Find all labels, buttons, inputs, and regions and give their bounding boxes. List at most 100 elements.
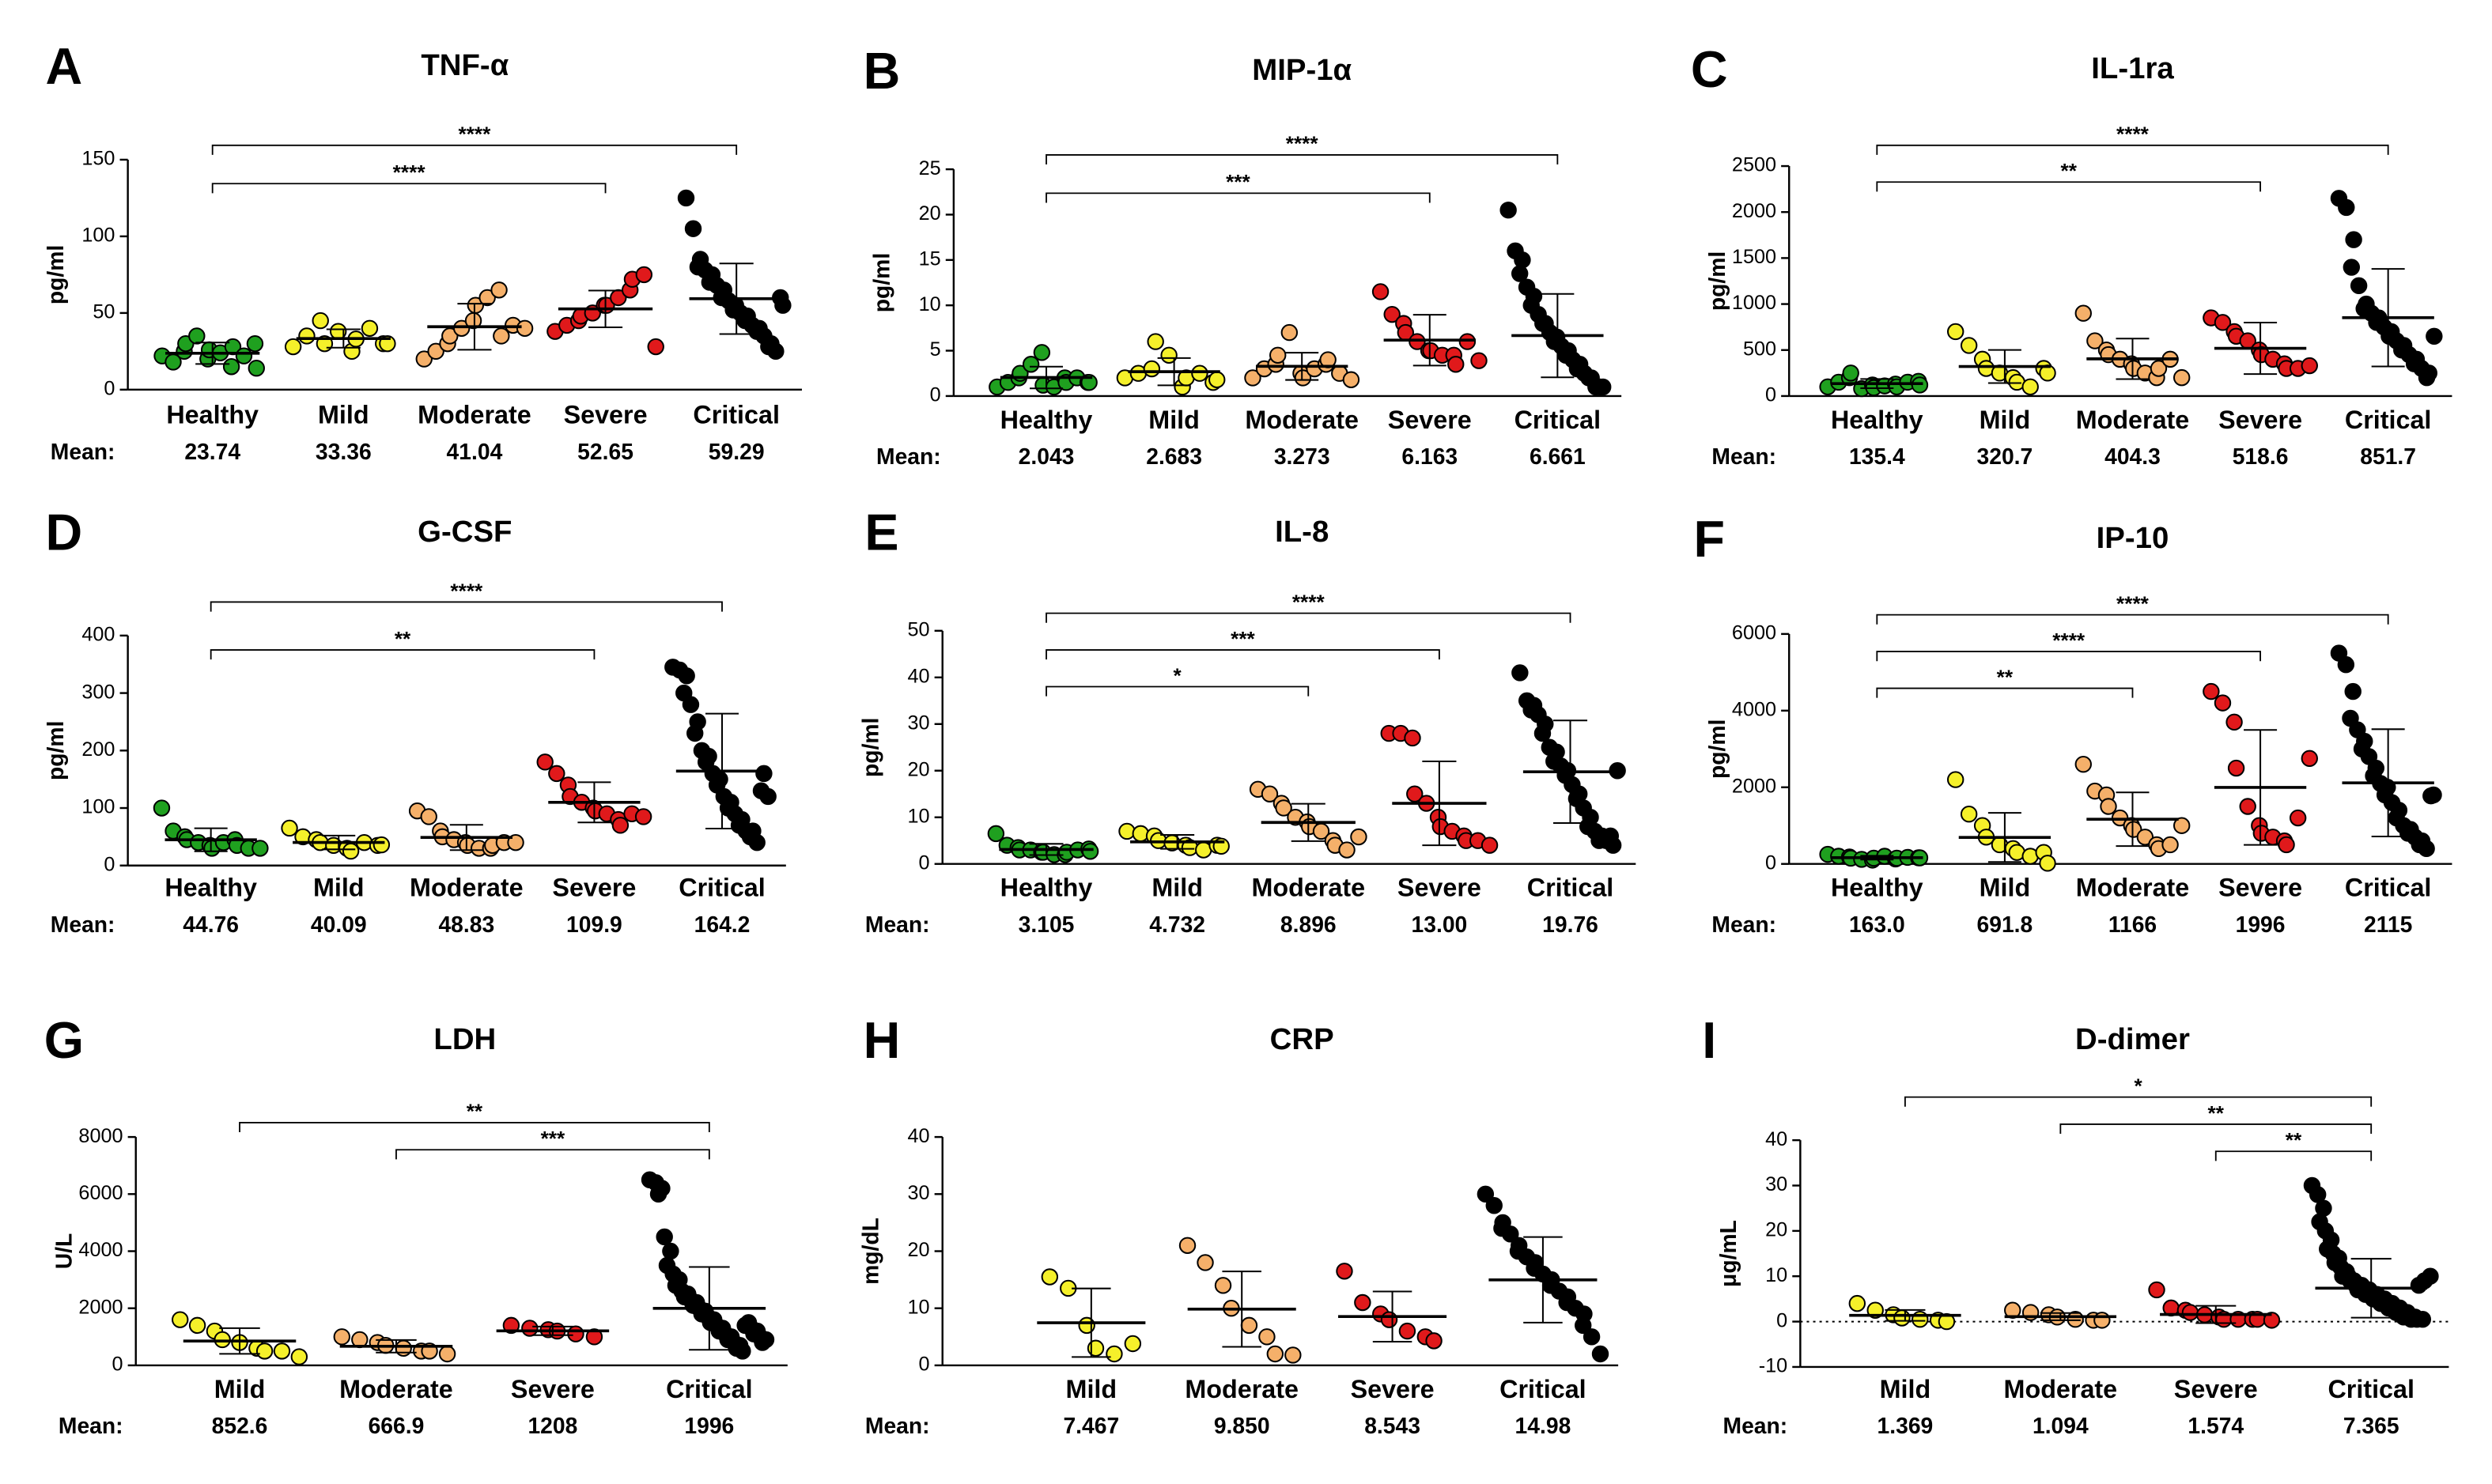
data-point (1191, 364, 1208, 382)
y-tick-label: 100 (81, 225, 115, 247)
mean-label: 2.683 (1146, 444, 1202, 469)
y-tick-label: 0 (1765, 852, 1776, 874)
data-point (1147, 333, 1164, 350)
y-tick-label: 20 (1765, 1219, 1787, 1241)
y-tick-label: 50 (93, 301, 115, 323)
data-point (767, 342, 785, 361)
data-point (2214, 694, 2232, 712)
significance-bracket (1904, 1096, 2373, 1107)
panel-letter: C (1691, 40, 1728, 98)
data-point (1406, 785, 1424, 802)
data-point (1398, 1322, 1416, 1340)
panel-title: MIP-1α (1252, 53, 1352, 87)
data-point (1033, 344, 1051, 361)
category-label: Mild (318, 401, 369, 429)
data-point (1514, 251, 1531, 269)
significance-bracket (2214, 1150, 2373, 1161)
category-label: Healthy (1831, 874, 1923, 902)
panel-title: G-CSF (418, 515, 512, 549)
mean-label: 1996 (684, 1413, 734, 1438)
significance-label: **** (393, 160, 426, 184)
data-point (1938, 1312, 1956, 1331)
data-point (686, 724, 704, 742)
panel-letter: I (1702, 1011, 1716, 1069)
data-point (748, 833, 766, 852)
category-label: Severe (1397, 874, 1481, 902)
category-label: Moderate (410, 874, 524, 902)
significance-bracket (1876, 614, 2389, 625)
data-point (172, 1311, 189, 1328)
data-point (521, 1320, 539, 1337)
mean-label: 1996 (2236, 912, 2286, 937)
data-point (284, 338, 302, 356)
y-tick-label: 2500 (1732, 154, 1776, 176)
data-point (2203, 682, 2220, 700)
data-point (1336, 1263, 1353, 1280)
data-point (2074, 755, 2092, 773)
data-point (290, 1348, 308, 1365)
data-point (1132, 825, 1149, 843)
mean-label: 8.543 (1364, 1413, 1420, 1438)
y-axis-label: mg/dL (857, 1218, 883, 1285)
data-point (2343, 259, 2361, 276)
significance-label: **** (2116, 123, 2150, 146)
y-tick-label: -10 (1759, 1355, 1787, 1377)
data-point (1575, 1316, 1592, 1335)
category-label: Healthy (1831, 406, 1923, 434)
data-point (2337, 655, 2355, 674)
data-point (1480, 836, 1499, 854)
data-point (1383, 305, 1401, 323)
data-point (1425, 1332, 1443, 1350)
y-axis-label: U/L (51, 1233, 76, 1270)
data-point (755, 765, 773, 783)
y-tick-label: 150 (81, 148, 115, 170)
data-point (467, 296, 485, 314)
mean-prefix: Mean: (1723, 1413, 1788, 1438)
panel-letter: H (864, 1011, 901, 1069)
y-tick-label: 0 (112, 1354, 123, 1376)
category-label: Severe (564, 401, 648, 429)
significance-bracket (210, 601, 723, 612)
data-point (1208, 371, 1226, 388)
data-point (1601, 827, 1620, 845)
category-label: Moderate (2076, 874, 2190, 902)
data-point (1946, 323, 1964, 341)
data-point (2214, 314, 2232, 331)
data-point (1458, 333, 1477, 350)
category-label: Severe (552, 874, 636, 902)
data-point (1266, 1345, 1284, 1363)
data-point (2289, 809, 2307, 827)
data-point (420, 808, 437, 825)
y-axis-label: pg/ml (1704, 719, 1730, 779)
y-tick-label: 0 (1776, 1309, 1787, 1331)
data-point (1848, 1294, 1866, 1312)
y-tick-label: 50 (908, 618, 930, 640)
y-tick-label: 5 (930, 338, 941, 361)
data-point (1041, 1268, 1059, 1286)
y-axis-label: pg/ml (868, 253, 894, 312)
y-tick-label: 2000 (1732, 200, 1776, 222)
y-tick-label: 6000 (78, 1182, 123, 1204)
mean-label: 404.3 (2104, 444, 2161, 469)
data-point (255, 1342, 274, 1360)
y-tick-label: 0 (104, 853, 115, 875)
y-tick-label: 500 (1743, 338, 1776, 360)
data-point (452, 319, 471, 337)
data-point (2344, 682, 2362, 700)
data-point (1511, 664, 1529, 682)
y-tick-label: 4000 (78, 1239, 123, 1261)
data-point (1404, 729, 1421, 747)
data-point (1583, 1328, 1601, 1346)
data-point (1294, 369, 1312, 387)
data-point (656, 1228, 673, 1246)
mean-label: 109.9 (566, 912, 622, 937)
y-tick-label: 10 (908, 805, 930, 827)
y-tick-label: 1500 (1732, 246, 1776, 268)
data-point (1477, 1185, 1495, 1203)
mean-label: 48.83 (438, 912, 494, 937)
data-point (2278, 836, 2295, 854)
data-point (1511, 265, 1529, 282)
category-label: Moderate (2076, 406, 2190, 434)
data-point (2350, 277, 2368, 295)
